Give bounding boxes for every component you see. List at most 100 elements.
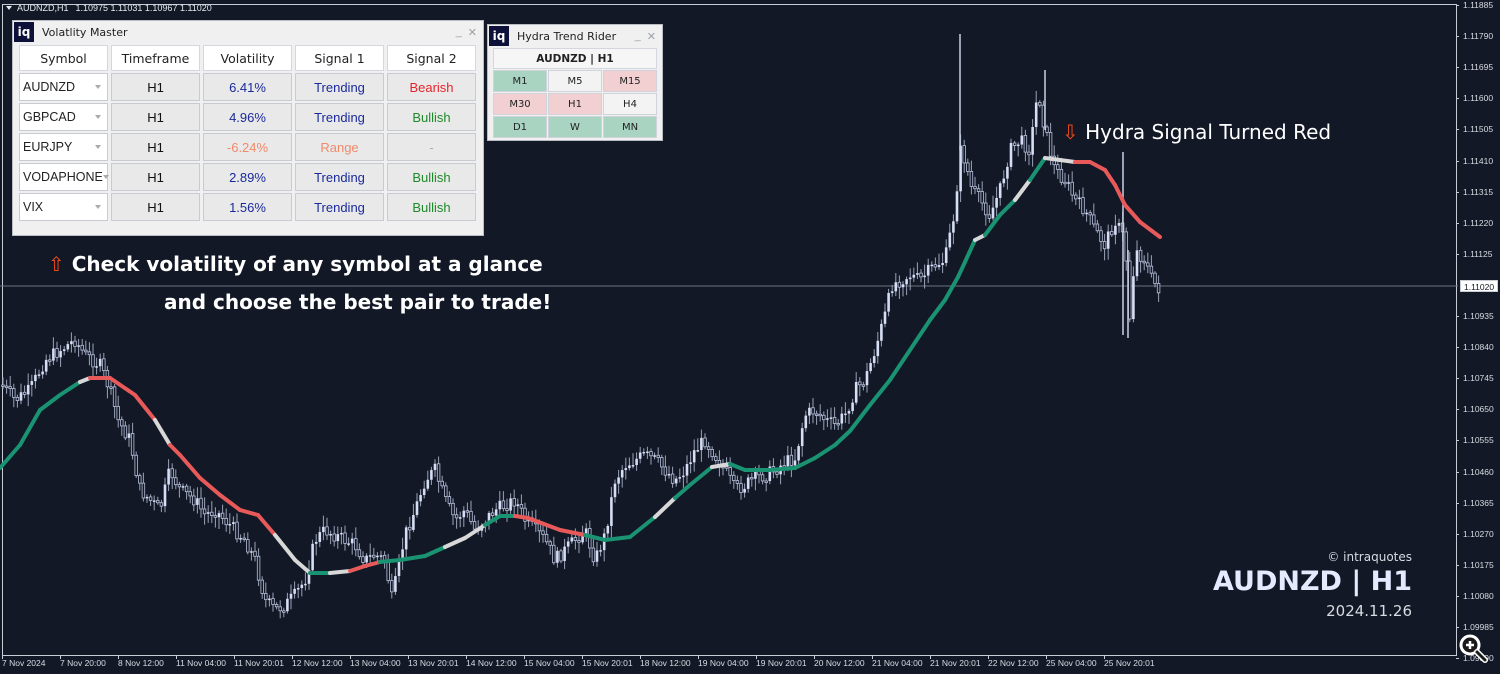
- symbol-value: VODAPHONE: [23, 170, 103, 184]
- time-tick: 8 Nov 12:00: [118, 655, 164, 668]
- price-tick: 1.10840: [1456, 342, 1494, 352]
- signal2-cell: -: [387, 133, 476, 161]
- price-axis[interactable]: 1.11885 1.11790 1.11695 1.11600 1.11505 1.114…: [1455, 0, 1500, 663]
- price-tick: 1.09985: [1456, 622, 1494, 632]
- signal2-cell: Bullish: [387, 193, 476, 221]
- volatility-cell: 4.96%: [203, 103, 292, 131]
- column-header: Symbol: [19, 45, 108, 71]
- signal2-cell: Bearish: [387, 73, 476, 101]
- time-tick: 25 Nov 04:00: [1046, 655, 1097, 668]
- price-tick: 1.11505: [1455, 124, 1493, 134]
- minimize-icon[interactable]: _: [455, 26, 462, 38]
- timeframe-cell: H1: [111, 73, 200, 101]
- symbol-timeframe: AUDNZD,H1: [17, 3, 69, 13]
- price-tick: 1.10270: [1456, 529, 1494, 539]
- price-tick: 1.11220: [1455, 218, 1493, 228]
- chart-symbol-header: AUDNZD,H1 1.10975 1.11031 1.10967 1.1102…: [6, 3, 212, 13]
- ohlc-values: 1.10975 1.11031 1.10967 1.11020: [75, 3, 212, 13]
- time-tick: 21 Nov 20:01: [930, 655, 981, 668]
- time-tick: 18 Nov 12:00: [640, 655, 691, 668]
- iq-logo-icon: iq: [489, 26, 509, 46]
- time-tick: 22 Nov 12:00: [988, 655, 1039, 668]
- signal1-cell: Trending: [295, 103, 384, 131]
- chevron-down-icon[interactable]: [95, 145, 101, 149]
- hydra-signal-annotation: ⇩ Hydra Signal Turned Red: [1062, 120, 1331, 144]
- chevron-down-icon[interactable]: [95, 85, 101, 89]
- close-icon[interactable]: ✕: [467, 26, 477, 39]
- volatility-master-panel[interactable]: iq Volatlity Master _ ✕ Symbol Timeframe V…: [12, 20, 484, 236]
- column-header: Timeframe: [111, 45, 200, 71]
- panel-titlebar[interactable]: iq Hydra Trend Rider _ ✕: [488, 25, 662, 47]
- timeframe-signal-m5: M5: [548, 70, 602, 92]
- volatility-cell: -6.24%: [203, 133, 292, 161]
- timeframe-signal-d1: D1: [493, 116, 547, 138]
- signal1-cell: Trending: [295, 73, 384, 101]
- time-tick: 13 Nov 20:01: [408, 655, 459, 668]
- chevron-down-icon[interactable]: [95, 205, 101, 209]
- symbol-dropdown[interactable]: AUDNZD: [19, 73, 108, 101]
- symbol-value: EURJPY: [23, 140, 73, 154]
- symbol-value: VIX: [23, 200, 44, 214]
- timeframe-signal-w: W: [548, 116, 602, 138]
- price-tick: 1.10460: [1456, 467, 1494, 477]
- symbol-dropdown[interactable]: EURJPY: [19, 133, 108, 161]
- timeframe-signal-m30: M30: [493, 93, 547, 115]
- time-tick: 15 Nov 20:01: [582, 655, 633, 668]
- signal1-cell: Trending: [295, 163, 384, 191]
- iq-logo-icon: iq: [14, 22, 34, 42]
- time-tick: 19 Nov 04:00: [698, 655, 749, 668]
- volatility-table: Symbol Timeframe Volatility Signal 1 Signal …: [19, 45, 476, 221]
- annotation-text: Hydra Signal Turned Red: [1085, 120, 1332, 144]
- timeframe-cell: H1: [111, 103, 200, 131]
- panel-titlebar[interactable]: iq Volatlity Master _ ✕: [13, 21, 483, 43]
- column-header: Signal 2: [387, 45, 476, 71]
- price-chart: [0, 34, 1458, 619]
- timeframe-signal-mn: MN: [603, 116, 657, 138]
- timeframe-signal-h4: H4: [603, 93, 657, 115]
- price-tick: 1.11790: [1455, 31, 1493, 41]
- time-tick: 7 Nov 2024: [2, 655, 46, 668]
- signal1-cell: Range: [295, 133, 384, 161]
- time-axis[interactable]: 7 Nov 2024 7 Nov 20:00 8 Nov 12:00 11 Nov 0…: [0, 655, 1458, 674]
- symbol-dropdown[interactable]: VIX: [19, 193, 108, 221]
- timeframe-signal-m1: M1: [493, 70, 547, 92]
- collapse-triangle-icon[interactable]: [6, 6, 12, 10]
- price-tick: 1.10745: [1456, 373, 1494, 383]
- signal2-cell: Bullish: [387, 103, 476, 131]
- panel-title: Volatlity Master: [42, 25, 128, 39]
- price-tick: 1.11885: [1455, 0, 1493, 10]
- watermark-symbol: AUDNZD | H1: [1212, 566, 1412, 597]
- zoom-in-icon[interactable]: [1457, 632, 1489, 664]
- time-tick: 12 Nov 12:00: [292, 655, 343, 668]
- time-tick: 20 Nov 12:00: [814, 655, 865, 668]
- price-tick: 1.10080: [1456, 591, 1494, 601]
- hydra-trend-rider-panel[interactable]: iq Hydra Trend Rider _ ✕ AUDNZD | H1 M1 M…: [487, 24, 663, 141]
- price-tick: 1.10175: [1456, 560, 1494, 570]
- signal1-cell: Trending: [295, 193, 384, 221]
- price-tick: 1.11695: [1455, 62, 1493, 72]
- symbol-dropdown[interactable]: GBPCAD: [19, 103, 108, 131]
- timeframe-signal-h1: H1: [548, 93, 602, 115]
- volatility-cell: 2.89%: [203, 163, 292, 191]
- timeframe-cell: H1: [111, 193, 200, 221]
- symbol-dropdown[interactable]: VODAPHONE: [19, 163, 109, 191]
- timeframe-cell: H1: [111, 133, 200, 161]
- volatility-annotation-line2: and choose the best pair to trade!: [164, 290, 552, 314]
- current-price-label: 1.11020: [1460, 280, 1499, 292]
- minimize-icon[interactable]: _: [634, 30, 641, 42]
- time-tick: 25 Nov 20:01: [1104, 655, 1155, 668]
- chevron-down-icon[interactable]: [95, 115, 101, 119]
- chevron-down-icon[interactable]: [102, 175, 109, 179]
- volatility-annotation-line1: ⇧ Check volatility of any symbol at a gl…: [48, 252, 543, 276]
- close-icon[interactable]: ✕: [646, 30, 656, 43]
- watermark-date: 2024.11.26: [1326, 602, 1412, 620]
- volatility-cell: 1.56%: [203, 193, 292, 221]
- time-tick: 14 Nov 12:00: [466, 655, 517, 668]
- price-tick: 1.09890: [1456, 653, 1494, 663]
- price-tick: 1.10365: [1456, 498, 1494, 508]
- time-tick: 15 Nov 04:00: [524, 655, 575, 668]
- plot-area[interactable]: [2, 4, 1457, 656]
- price-tick: 1.11125: [1455, 249, 1492, 259]
- time-tick: 21 Nov 04:00: [872, 655, 923, 668]
